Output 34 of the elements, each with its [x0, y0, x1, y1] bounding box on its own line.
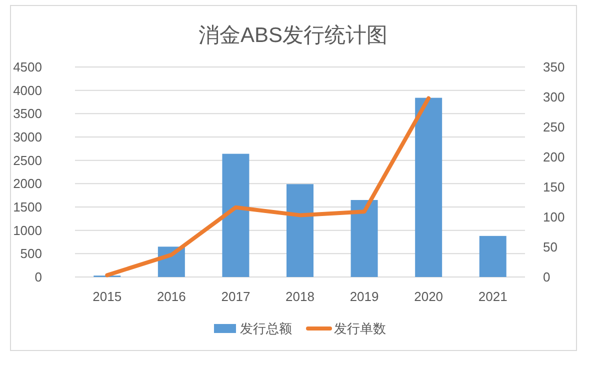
- y2-tick-label: 200: [543, 150, 565, 164]
- x-tick-label: 2018: [286, 289, 314, 304]
- chart-title: 消金ABS发行统计图: [198, 24, 388, 47]
- y2-tick-label: 350: [543, 60, 565, 74]
- y-tick-label: 4500: [13, 60, 42, 74]
- y-tick-label: 4000: [13, 82, 42, 98]
- y-tick-label: 3000: [13, 130, 42, 144]
- legend-label: 发行单数: [334, 321, 386, 336]
- bar: [350, 200, 378, 277]
- line-series: [105, 96, 431, 278]
- x-tick-label: 2020: [414, 289, 444, 304]
- y-tick-label: 1500: [13, 200, 42, 214]
- x-tick-label: 2016: [156, 289, 186, 304]
- bar: [222, 154, 250, 277]
- x-tick-label: 2017: [221, 289, 250, 304]
- bar: [415, 98, 442, 277]
- y2-tick-label: 100: [543, 210, 565, 224]
- bar: [286, 184, 314, 277]
- y2-tick-label: 150: [543, 180, 565, 194]
- bar: [479, 236, 506, 277]
- y-tick-label: 3500: [13, 106, 42, 122]
- y2-tick-label: 300: [543, 90, 565, 104]
- y-tick-label: 2500: [13, 152, 42, 168]
- y2-tick-label: 250: [543, 120, 565, 134]
- x-tick-label: 2015: [92, 289, 122, 304]
- y-tick-label: 500: [20, 246, 42, 262]
- x-tick-label: 2021: [478, 289, 508, 304]
- x-tick-label: 2019: [350, 289, 379, 304]
- y2-tick-label: 50: [543, 240, 558, 254]
- y-tick-label: 0: [34, 270, 42, 284]
- y2-tick-label: 0: [543, 270, 550, 284]
- y-tick-label: 2000: [13, 176, 42, 192]
- y-tick-label: 1000: [13, 222, 42, 238]
- legend-label: 发行总额: [240, 321, 292, 336]
